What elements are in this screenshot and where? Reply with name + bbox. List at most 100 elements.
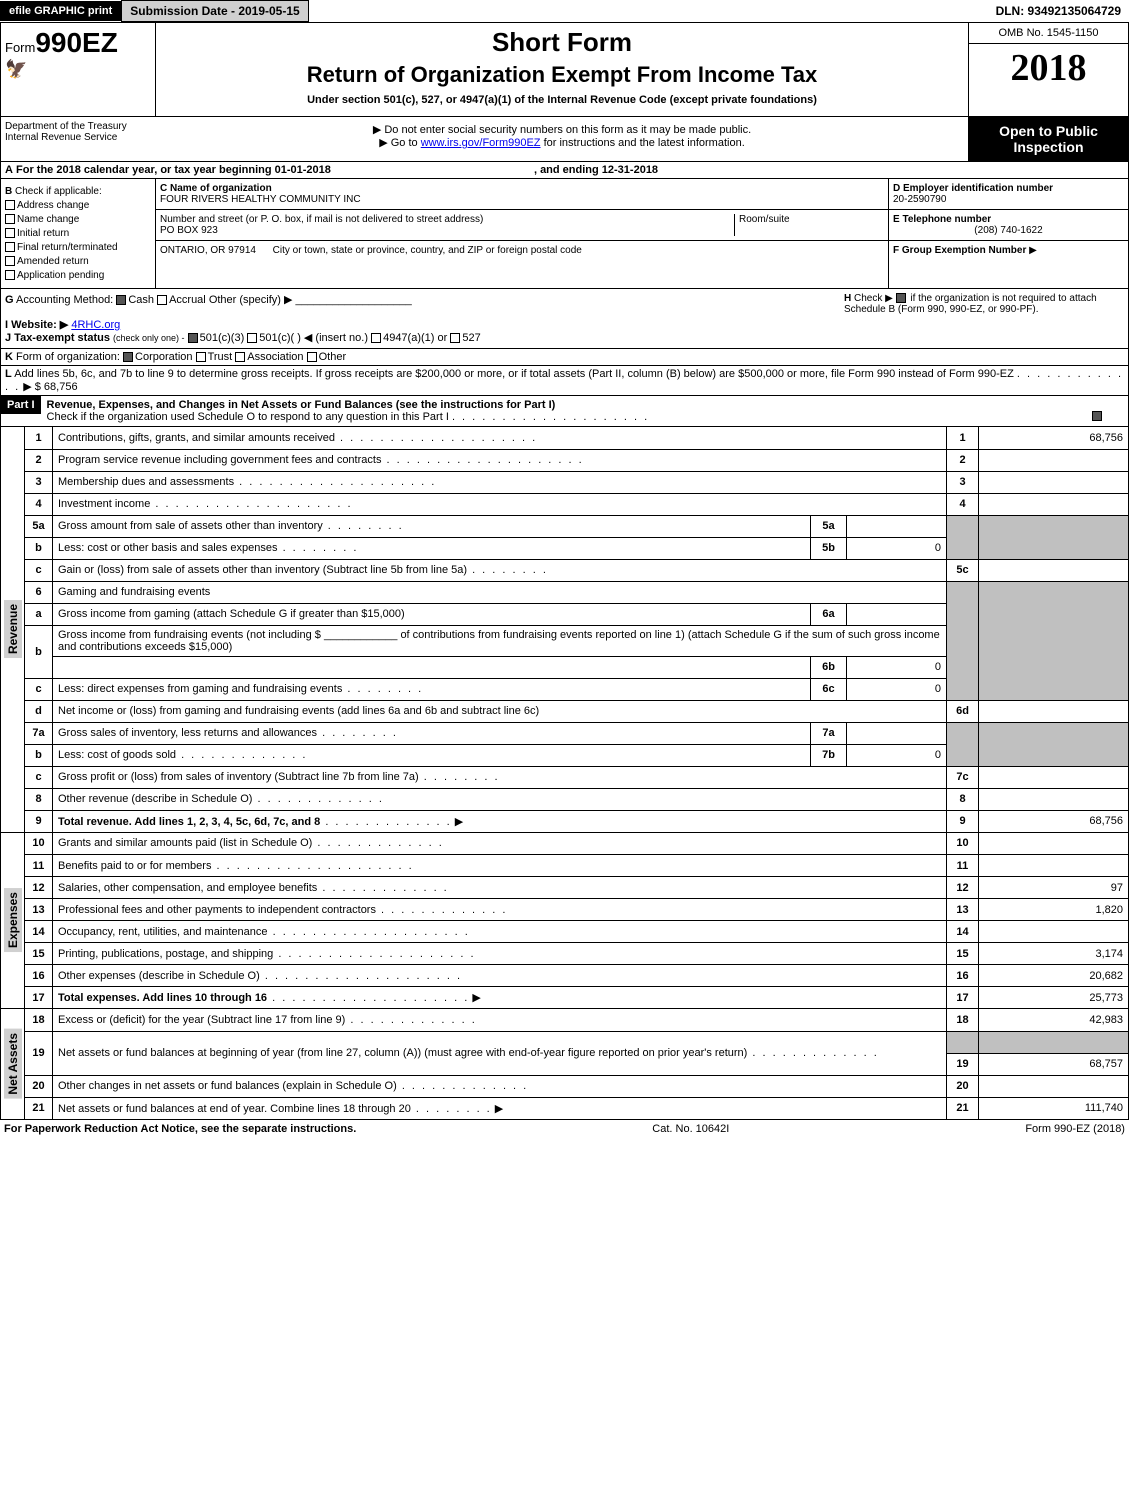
sub-num: 7a bbox=[811, 722, 847, 744]
line-desc: Excess or (deficit) for the year (Subtra… bbox=[58, 1014, 345, 1026]
accrual-checkbox[interactable] bbox=[157, 295, 167, 305]
website-link[interactable]: 4RHC.org bbox=[71, 319, 120, 331]
line-rnum: 2 bbox=[947, 449, 979, 471]
check-if-label: Check if applicable: bbox=[15, 186, 102, 197]
k-prefix: K bbox=[5, 351, 13, 363]
527-checkbox[interactable] bbox=[450, 333, 460, 343]
501c-checkbox[interactable] bbox=[247, 333, 257, 343]
line-amt bbox=[979, 471, 1129, 493]
other-label: Other (specify) ▶ bbox=[209, 294, 293, 306]
line-desc: Net income or (loss) from gaming and fun… bbox=[53, 700, 947, 722]
table-row: 19 Net assets or fund balances at beginn… bbox=[25, 1031, 1129, 1053]
app-pending-checkbox[interactable] bbox=[5, 270, 15, 280]
line-num: 3 bbox=[25, 471, 53, 493]
j-note: (check only one) - bbox=[113, 333, 185, 343]
dept-treasury: Department of the Treasury Internal Reve… bbox=[1, 117, 156, 161]
line-num: 6 bbox=[25, 581, 53, 603]
table-row: 3 Membership dues and assessments 3 bbox=[25, 471, 1129, 493]
527-label: 527 bbox=[462, 332, 480, 344]
top-bar: efile GRAPHIC print Submission Date - 20… bbox=[0, 0, 1129, 23]
initial-return-checkbox[interactable] bbox=[5, 228, 15, 238]
return-title: Return of Organization Exempt From Incom… bbox=[166, 62, 958, 88]
table-row: 11 Benefits paid to or for members 11 bbox=[25, 855, 1129, 877]
line-rnum: 7c bbox=[947, 766, 979, 788]
sub-num: 6c bbox=[811, 678, 847, 700]
accrual-label: Accrual bbox=[169, 294, 206, 306]
name-change-checkbox[interactable] bbox=[5, 214, 15, 224]
top-left: efile GRAPHIC print Submission Date - 20… bbox=[0, 0, 309, 22]
cat-no: Cat. No. 10642I bbox=[652, 1123, 729, 1135]
form-header: Form990EZ 🦅 Short Form Return of Organiz… bbox=[0, 23, 1129, 117]
line-desc: Salaries, other compensation, and employ… bbox=[58, 882, 317, 894]
table-row: 4 Investment income 4 bbox=[25, 493, 1129, 515]
part-1-label: Part I bbox=[1, 396, 41, 414]
goto-suffix: for instructions and the latest informat… bbox=[544, 137, 745, 149]
no-ssn-warning: ▶ Do not enter social security numbers o… bbox=[162, 123, 962, 136]
line-a-ending: , and ending 12-31-2018 bbox=[534, 164, 658, 176]
city-label: City or town, state or province, country… bbox=[273, 245, 582, 256]
under-section-text: Under section 501(c), 527, or 4947(a)(1)… bbox=[166, 94, 958, 106]
l-prefix: L bbox=[5, 368, 12, 380]
trust-checkbox[interactable] bbox=[196, 352, 206, 362]
line-amt: 68,756 bbox=[979, 427, 1129, 449]
line-k: K Form of organization: Corporation Trus… bbox=[0, 349, 1129, 366]
sub-amt bbox=[847, 515, 947, 537]
line-num: 13 bbox=[25, 899, 53, 921]
schedule-o-checkbox[interactable] bbox=[1092, 411, 1102, 421]
line-num: 7a bbox=[25, 722, 53, 744]
line-desc: Less: cost or other basis and sales expe… bbox=[58, 542, 278, 554]
line-l: L Add lines 5b, 6c, and 7b to line 9 to … bbox=[0, 366, 1129, 396]
4947-checkbox[interactable] bbox=[371, 333, 381, 343]
amended-checkbox[interactable] bbox=[5, 256, 15, 266]
revenue-section: Revenue 1 Contributions, gifts, grants, … bbox=[0, 427, 1129, 833]
footer: For Paperwork Reduction Act Notice, see … bbox=[0, 1120, 1129, 1138]
g-prefix: G bbox=[5, 294, 14, 306]
line-desc: Professional fees and other payments to … bbox=[58, 904, 376, 916]
address-change-checkbox[interactable] bbox=[5, 200, 15, 210]
irs-form-link[interactable]: www.irs.gov/Form990EZ bbox=[421, 137, 541, 149]
line-desc: Contributions, gifts, grants, and simila… bbox=[58, 432, 335, 444]
table-row: 6 Gaming and fundraising events bbox=[25, 581, 1129, 603]
goto-prefix: ▶ Go to bbox=[379, 137, 417, 149]
city-value: ONTARIO, OR 97914 bbox=[160, 245, 256, 256]
h-checkbox[interactable] bbox=[896, 293, 906, 303]
table-row: d Net income or (loss) from gaming and f… bbox=[25, 700, 1129, 722]
d-ein-label: D Employer identification number bbox=[893, 183, 1053, 194]
line-desc: Occupancy, rent, utilities, and maintena… bbox=[58, 926, 268, 938]
assoc-label: Association bbox=[247, 351, 303, 363]
employer-column: D Employer identification number 20-2590… bbox=[888, 179, 1128, 288]
line-num: 19 bbox=[25, 1031, 53, 1075]
final-return-checkbox[interactable] bbox=[5, 242, 15, 252]
j-prefix: J Tax-exempt status bbox=[5, 332, 110, 344]
line-num: 18 bbox=[25, 1009, 53, 1031]
line-rnum: 17 bbox=[947, 987, 979, 1009]
line-desc: Net assets or fund balances at beginning… bbox=[58, 1047, 747, 1059]
line-rnum: 3 bbox=[947, 471, 979, 493]
other-org-checkbox[interactable] bbox=[307, 352, 317, 362]
revenue-table: 1 Contributions, gifts, grants, and simi… bbox=[24, 427, 1129, 833]
short-form-title: Short Form bbox=[166, 27, 958, 58]
cash-label: Cash bbox=[128, 294, 154, 306]
table-row: 20 Other changes in net assets or fund b… bbox=[25, 1075, 1129, 1097]
dept-of-treasury-label: Department of the Treasury bbox=[5, 121, 152, 132]
initial-return-label: Initial return bbox=[17, 228, 69, 239]
table-row: 18 Excess or (deficit) for the year (Sub… bbox=[25, 1009, 1129, 1031]
room-suite-label: Room/suite bbox=[734, 214, 884, 236]
sub-num: 5b bbox=[811, 537, 847, 559]
line-desc: Membership dues and assessments bbox=[58, 476, 234, 488]
line-num: b bbox=[25, 537, 53, 559]
line-rnum: 10 bbox=[947, 833, 979, 855]
form-title-block: Short Form Return of Organization Exempt… bbox=[156, 23, 968, 116]
efile-print-button[interactable]: efile GRAPHIC print bbox=[0, 1, 121, 21]
form-number-block: Form990EZ 🦅 bbox=[1, 23, 156, 116]
omb-number: OMB No. 1545-1150 bbox=[969, 23, 1128, 44]
line-num: 12 bbox=[25, 877, 53, 899]
table-row: c Gross profit or (loss) from sales of i… bbox=[25, 766, 1129, 788]
501c3-checkbox[interactable] bbox=[188, 333, 198, 343]
form-990ez-label: 990EZ bbox=[35, 27, 118, 58]
corp-checkbox[interactable] bbox=[123, 352, 133, 362]
cash-checkbox[interactable] bbox=[116, 295, 126, 305]
expenses-table: 10 Grants and similar amounts paid (list… bbox=[24, 833, 1129, 1010]
assoc-checkbox[interactable] bbox=[235, 352, 245, 362]
line-amt: 20,682 bbox=[979, 965, 1129, 987]
